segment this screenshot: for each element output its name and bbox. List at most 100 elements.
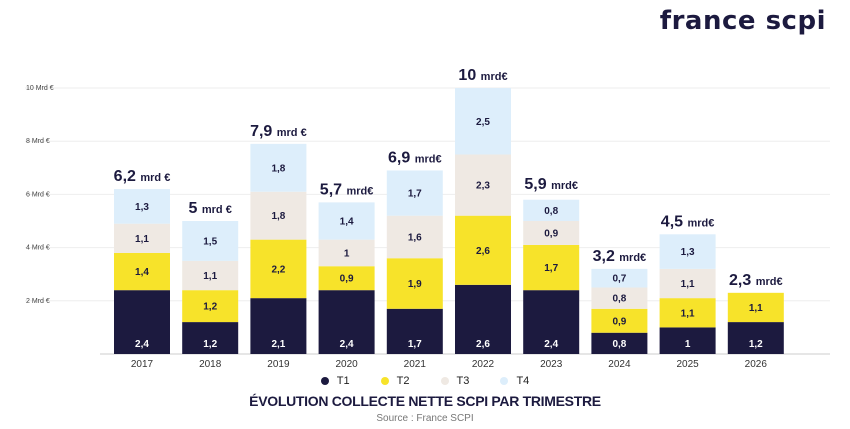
legend-dot-t3 [440, 377, 449, 386]
bar-2018-t1 [182, 322, 239, 354]
bar-2017-t3 [114, 223, 170, 253]
x-tick-label-2020: 2020 [335, 359, 358, 370]
segment-label-2020-t1: 2,4 [340, 339, 354, 350]
total-unit-2026: mrd€ [756, 276, 783, 288]
total-label-2022: 10 mrd€ [458, 67, 507, 84]
total-number-2026: 2,3 [729, 272, 756, 289]
total-unit-2019: mrd € [277, 127, 307, 139]
bar-2022-t4 [455, 88, 511, 155]
total-number-2019: 7,9 [250, 123, 277, 140]
y-tick-label-6: 6 Mrd € [26, 191, 50, 198]
bar-2022-t3 [455, 154, 511, 216]
segment-label-2020-t4: 1,4 [340, 217, 354, 228]
y-tick-label-2: 2 Mrd € [26, 298, 50, 305]
bar-2018-t3 [182, 260, 239, 291]
bar-2023-t1 [523, 290, 580, 354]
y-tick-label-10: 10 Mrd € [26, 85, 54, 92]
bar-2020-t2 [318, 266, 375, 291]
bar-2017-t1 [114, 290, 170, 354]
segment-label-2022-t1: 2,6 [476, 339, 490, 350]
total-label-2026: 2,3 mrd€ [729, 272, 783, 289]
segment-label-2026-t2: 1,1 [749, 303, 763, 314]
legend: T1 T2 T3 T4 [0, 375, 850, 387]
bar-2024-t4 [591, 268, 648, 288]
segment-label-2019-t2: 2,2 [271, 264, 285, 275]
total-unit-2024: mrd€ [619, 252, 646, 264]
bar-2022-t1 [455, 284, 511, 354]
y-tick-label-4: 4 Mrd € [26, 245, 50, 252]
segment-label-2021-t4: 1,7 [408, 189, 422, 200]
total-label-2017: 6,2 mrd € [114, 168, 171, 185]
total-label-2019: 7,9 mrd € [250, 123, 307, 140]
legend-label-t4: T4 [516, 375, 530, 387]
segment-label-2023-t2: 1,7 [544, 263, 558, 274]
x-tick-label-2025: 2025 [676, 359, 699, 370]
bar-2025-t3 [659, 268, 716, 299]
legend-item-t3: T3 [440, 375, 469, 387]
segment-label-2018-t4: 1,5 [203, 236, 217, 247]
segment-label-2023-t3: 0,9 [544, 228, 558, 239]
bar-2021-t1 [386, 308, 443, 354]
x-tick-label-2018: 2018 [199, 359, 222, 370]
bar-2025-t4 [659, 234, 716, 269]
total-unit-2023: mrd€ [551, 180, 578, 192]
bar-2020-t4 [318, 202, 375, 240]
segment-label-2022-t3: 2,3 [476, 181, 490, 192]
segment-label-2018-t1: 1,2 [203, 339, 217, 350]
bar-2017-t4 [114, 189, 170, 224]
segment-label-2021-t1: 1,7 [408, 339, 422, 350]
x-tick-label-2024: 2024 [608, 359, 631, 370]
segment-label-2017-t2: 1,4 [135, 267, 149, 278]
total-label-2018: 5 mrd € [189, 200, 232, 217]
segment-label-2025-t2: 1,1 [681, 308, 695, 319]
brand-logo: france scpi [659, 6, 826, 36]
legend-item-t4: T4 [500, 375, 529, 387]
x-tick-label-2026: 2026 [745, 359, 768, 370]
bar-2022-t2 [455, 215, 511, 285]
bar-2025-t2 [659, 298, 716, 328]
segment-label-2017-t4: 1,3 [135, 202, 149, 213]
bar-2018-t2 [182, 290, 239, 323]
total-number-2022: 10 [458, 67, 480, 84]
total-label-2020: 5,7 mrd€ [320, 181, 374, 198]
segment-label-2018-t2: 1,2 [203, 302, 217, 313]
segment-label-2022-t4: 2,5 [476, 117, 490, 128]
total-number-2025: 4,5 [661, 213, 688, 230]
segment-label-2023-t4: 0,8 [544, 206, 558, 217]
legend-dot-t2 [380, 377, 389, 386]
bar-2026-t1 [727, 322, 784, 354]
legend-item-t2: T2 [380, 375, 410, 387]
bar-2020-t1 [318, 290, 375, 354]
legend-label-t2: T2 [396, 375, 410, 387]
x-tick-label-2021: 2021 [404, 359, 427, 370]
segment-label-2021-t2: 1,9 [408, 279, 422, 290]
segment-label-2025-t4: 1,3 [681, 247, 695, 258]
total-label-2025: 4,5 mrd€ [661, 213, 715, 230]
total-number-2023: 5,9 [524, 176, 551, 193]
bar-2021-t2 [386, 258, 443, 309]
bar-2019-t1 [250, 298, 307, 354]
segment-label-2020-t3: 1 [344, 248, 350, 259]
segment-label-2017-t3: 1,1 [135, 234, 149, 245]
segment-label-2018-t3: 1,1 [203, 271, 217, 282]
total-number-2018: 5 [189, 200, 202, 217]
segment-label-2025-t3: 1,1 [681, 279, 695, 290]
x-tick-label-2022: 2022 [472, 359, 495, 370]
segment-label-2019-t1: 2,1 [271, 339, 285, 350]
bar-2019-t3 [250, 191, 307, 240]
bar-2019-t4 [250, 143, 307, 192]
segment-label-2026-t1: 1,2 [749, 339, 763, 350]
total-label-2021: 6,9 mrd€ [388, 149, 442, 166]
segment-label-2019-t3: 1,8 [271, 211, 285, 222]
segment-label-2025-t1: 1 [685, 339, 691, 350]
x-tick-label-2023: 2023 [540, 359, 563, 370]
total-number-2024: 3,2 [593, 248, 620, 265]
total-number-2020: 5,7 [320, 181, 347, 198]
total-unit-2022: mrd€ [481, 71, 508, 83]
bar-2024-t3 [591, 287, 648, 309]
bar-2024-t2 [591, 308, 648, 333]
total-unit-2025: mrd€ [687, 217, 714, 229]
bar-2021-t3 [386, 215, 443, 259]
bar-2023-t3 [523, 221, 580, 245]
total-unit-2020: mrd€ [346, 185, 373, 197]
